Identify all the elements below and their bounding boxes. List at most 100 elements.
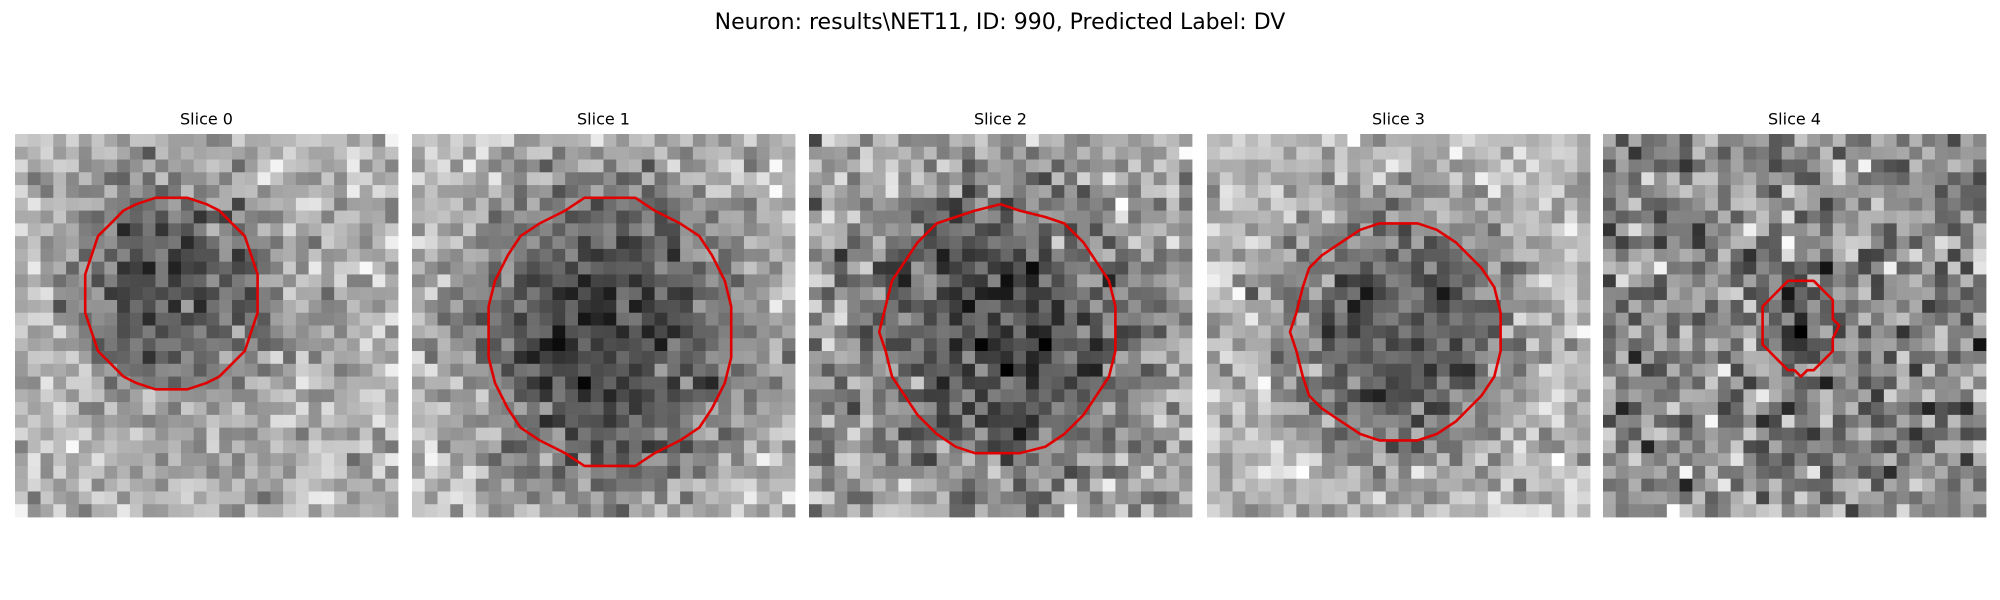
pixel — [1462, 312, 1476, 326]
pixel — [1551, 223, 1565, 237]
pixel — [1654, 338, 1668, 352]
pixel — [680, 491, 694, 505]
pixel — [1436, 440, 1450, 454]
pixel — [1270, 491, 1284, 505]
pixel — [565, 134, 579, 148]
pixel — [539, 159, 553, 173]
pixel — [1564, 223, 1578, 237]
pixel — [359, 325, 373, 339]
pixel — [372, 453, 386, 467]
pixel — [1768, 172, 1783, 186]
pixel — [501, 453, 515, 467]
pixel — [1153, 363, 1167, 377]
pixel — [1500, 427, 1514, 441]
pixel — [1628, 274, 1642, 288]
pixel — [1487, 261, 1502, 275]
pixel — [244, 210, 258, 224]
pixel — [1730, 159, 1744, 173]
pixel — [1922, 248, 1936, 263]
pixel — [1000, 299, 1014, 314]
pixel — [66, 299, 80, 314]
pixel — [15, 478, 29, 492]
pixel — [705, 287, 719, 301]
pixel — [1385, 491, 1399, 505]
pixel — [1960, 274, 1974, 288]
pixel — [1743, 312, 1757, 326]
pixel — [1487, 185, 1502, 199]
pixel — [1615, 376, 1629, 390]
pixel — [1768, 440, 1783, 454]
pixel — [1577, 338, 1591, 352]
pixel — [1832, 248, 1846, 263]
pixel — [654, 159, 668, 173]
pixel — [974, 465, 989, 480]
pixel — [1102, 414, 1116, 429]
pixel — [1692, 261, 1706, 275]
pixel — [1026, 465, 1040, 480]
pixel — [1692, 427, 1706, 441]
pixel — [1449, 376, 1463, 390]
pixel — [1102, 236, 1116, 250]
pixel — [15, 491, 29, 505]
pixel — [1564, 414, 1578, 429]
pixel — [346, 146, 361, 160]
pixel — [1883, 197, 1898, 211]
pixel — [283, 134, 297, 148]
pixel — [1909, 478, 1923, 492]
pixel — [1219, 325, 1233, 339]
pixel — [346, 414, 361, 429]
pixel — [769, 312, 783, 326]
pixel — [603, 248, 617, 263]
pixel — [1960, 172, 1974, 186]
pixel — [949, 465, 963, 480]
pixel — [1424, 197, 1438, 211]
pixel — [1334, 261, 1348, 275]
pixel — [1166, 236, 1180, 250]
pixel — [1140, 465, 1155, 480]
pixel — [1615, 491, 1629, 505]
pixel — [168, 376, 182, 390]
pixel — [1666, 185, 1680, 199]
pixel — [565, 478, 579, 492]
pixel — [206, 274, 220, 288]
pixel — [1832, 261, 1846, 275]
pixel — [1820, 223, 1834, 237]
pixel — [1603, 159, 1617, 173]
pixel — [283, 351, 297, 365]
pixel — [450, 351, 464, 365]
pixel — [180, 159, 195, 173]
pixel — [616, 351, 630, 365]
pixel — [1538, 261, 1553, 275]
pixel — [514, 363, 528, 377]
pixel — [1179, 159, 1193, 173]
pixel — [424, 274, 438, 288]
pixel — [385, 236, 399, 250]
pixel — [424, 261, 438, 275]
pixel — [629, 504, 643, 518]
pixel — [1500, 159, 1514, 173]
pixel — [1603, 389, 1617, 403]
pixel — [1768, 389, 1783, 403]
pixel — [1232, 440, 1246, 454]
pixel — [962, 504, 976, 518]
pixel — [1411, 504, 1425, 518]
pixel — [1232, 465, 1246, 480]
pixel — [1705, 440, 1719, 454]
pixel — [680, 389, 694, 403]
pixel — [27, 389, 41, 403]
pixel — [539, 223, 553, 237]
pixel — [1064, 146, 1078, 160]
pixel — [629, 159, 643, 173]
pixel — [1896, 185, 1910, 199]
pixel — [1462, 299, 1476, 314]
pixel — [193, 325, 207, 339]
pixel — [1845, 338, 1859, 352]
pixel — [821, 299, 835, 314]
pixel — [206, 351, 220, 365]
pixel — [1526, 261, 1540, 275]
pixel — [667, 478, 681, 492]
pixel — [168, 478, 182, 492]
pixel — [372, 274, 386, 288]
pixel — [1896, 299, 1910, 314]
pixel — [1309, 185, 1323, 199]
